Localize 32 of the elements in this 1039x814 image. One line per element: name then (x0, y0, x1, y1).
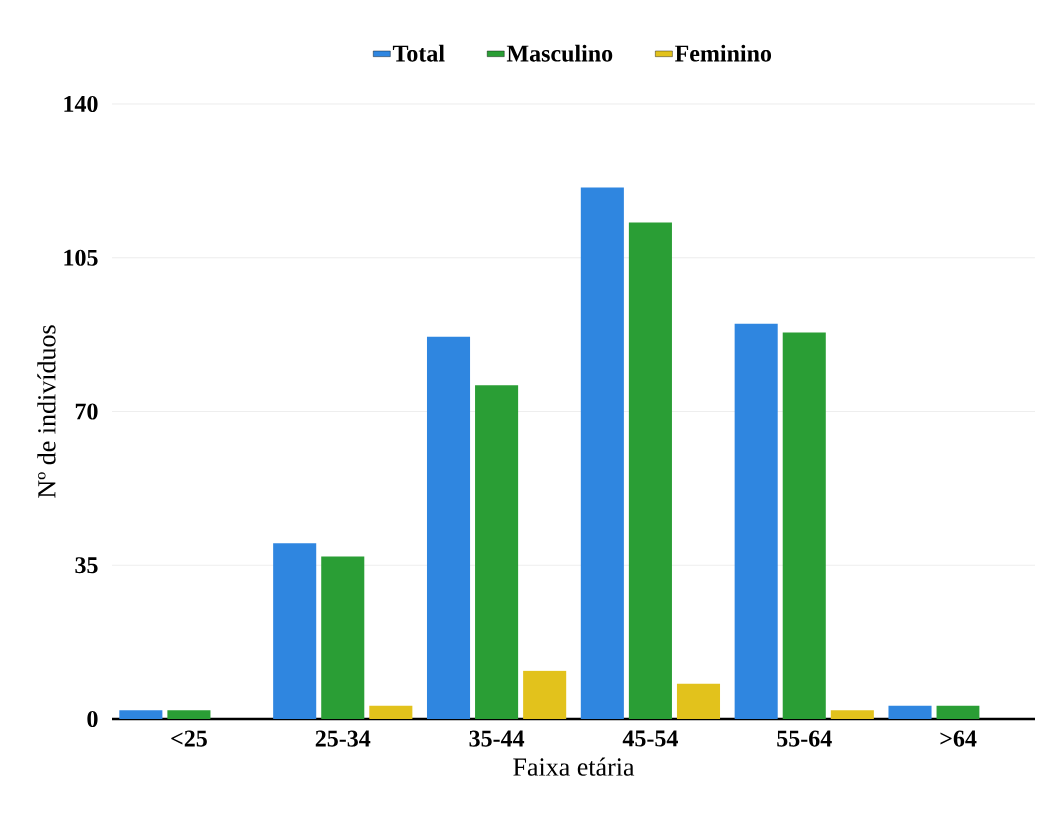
bar (628, 222, 672, 719)
bar (475, 385, 519, 719)
bar (676, 683, 721, 719)
y-tick-label: 140 (64, 95, 98, 113)
bar (580, 187, 624, 719)
y-tick-label: 70 (75, 403, 98, 420)
bar (523, 670, 567, 719)
x-axis-title: Faixa etária (513, 757, 635, 776)
y-axis-title: Nº de indivíduos (37, 325, 56, 498)
x-tick-label: 45-54 (622, 730, 678, 747)
x-tick-label: 55-64 (777, 730, 832, 747)
x-tick-label: >64 (940, 730, 977, 747)
y-tick-label: 35 (75, 557, 98, 574)
legend-label: Feminino (675, 44, 772, 62)
bar (321, 556, 365, 719)
bar (369, 705, 413, 719)
legend-label: Total (392, 44, 445, 62)
bar (830, 710, 874, 719)
legend-label: Masculino (506, 44, 613, 62)
bar (426, 336, 471, 719)
x-tick-label: 25-34 (315, 730, 371, 747)
bar (888, 705, 932, 719)
bar (119, 710, 163, 719)
bar (273, 543, 317, 719)
bar (782, 332, 826, 719)
bar (167, 710, 211, 719)
y-tick-label: 105 (64, 249, 98, 266)
x-tick-label: 35-44 (469, 730, 525, 747)
bar (734, 323, 778, 719)
x-tick-label: <25 (171, 730, 207, 747)
y-tick-label: 0 (87, 710, 98, 728)
bar (936, 705, 980, 719)
